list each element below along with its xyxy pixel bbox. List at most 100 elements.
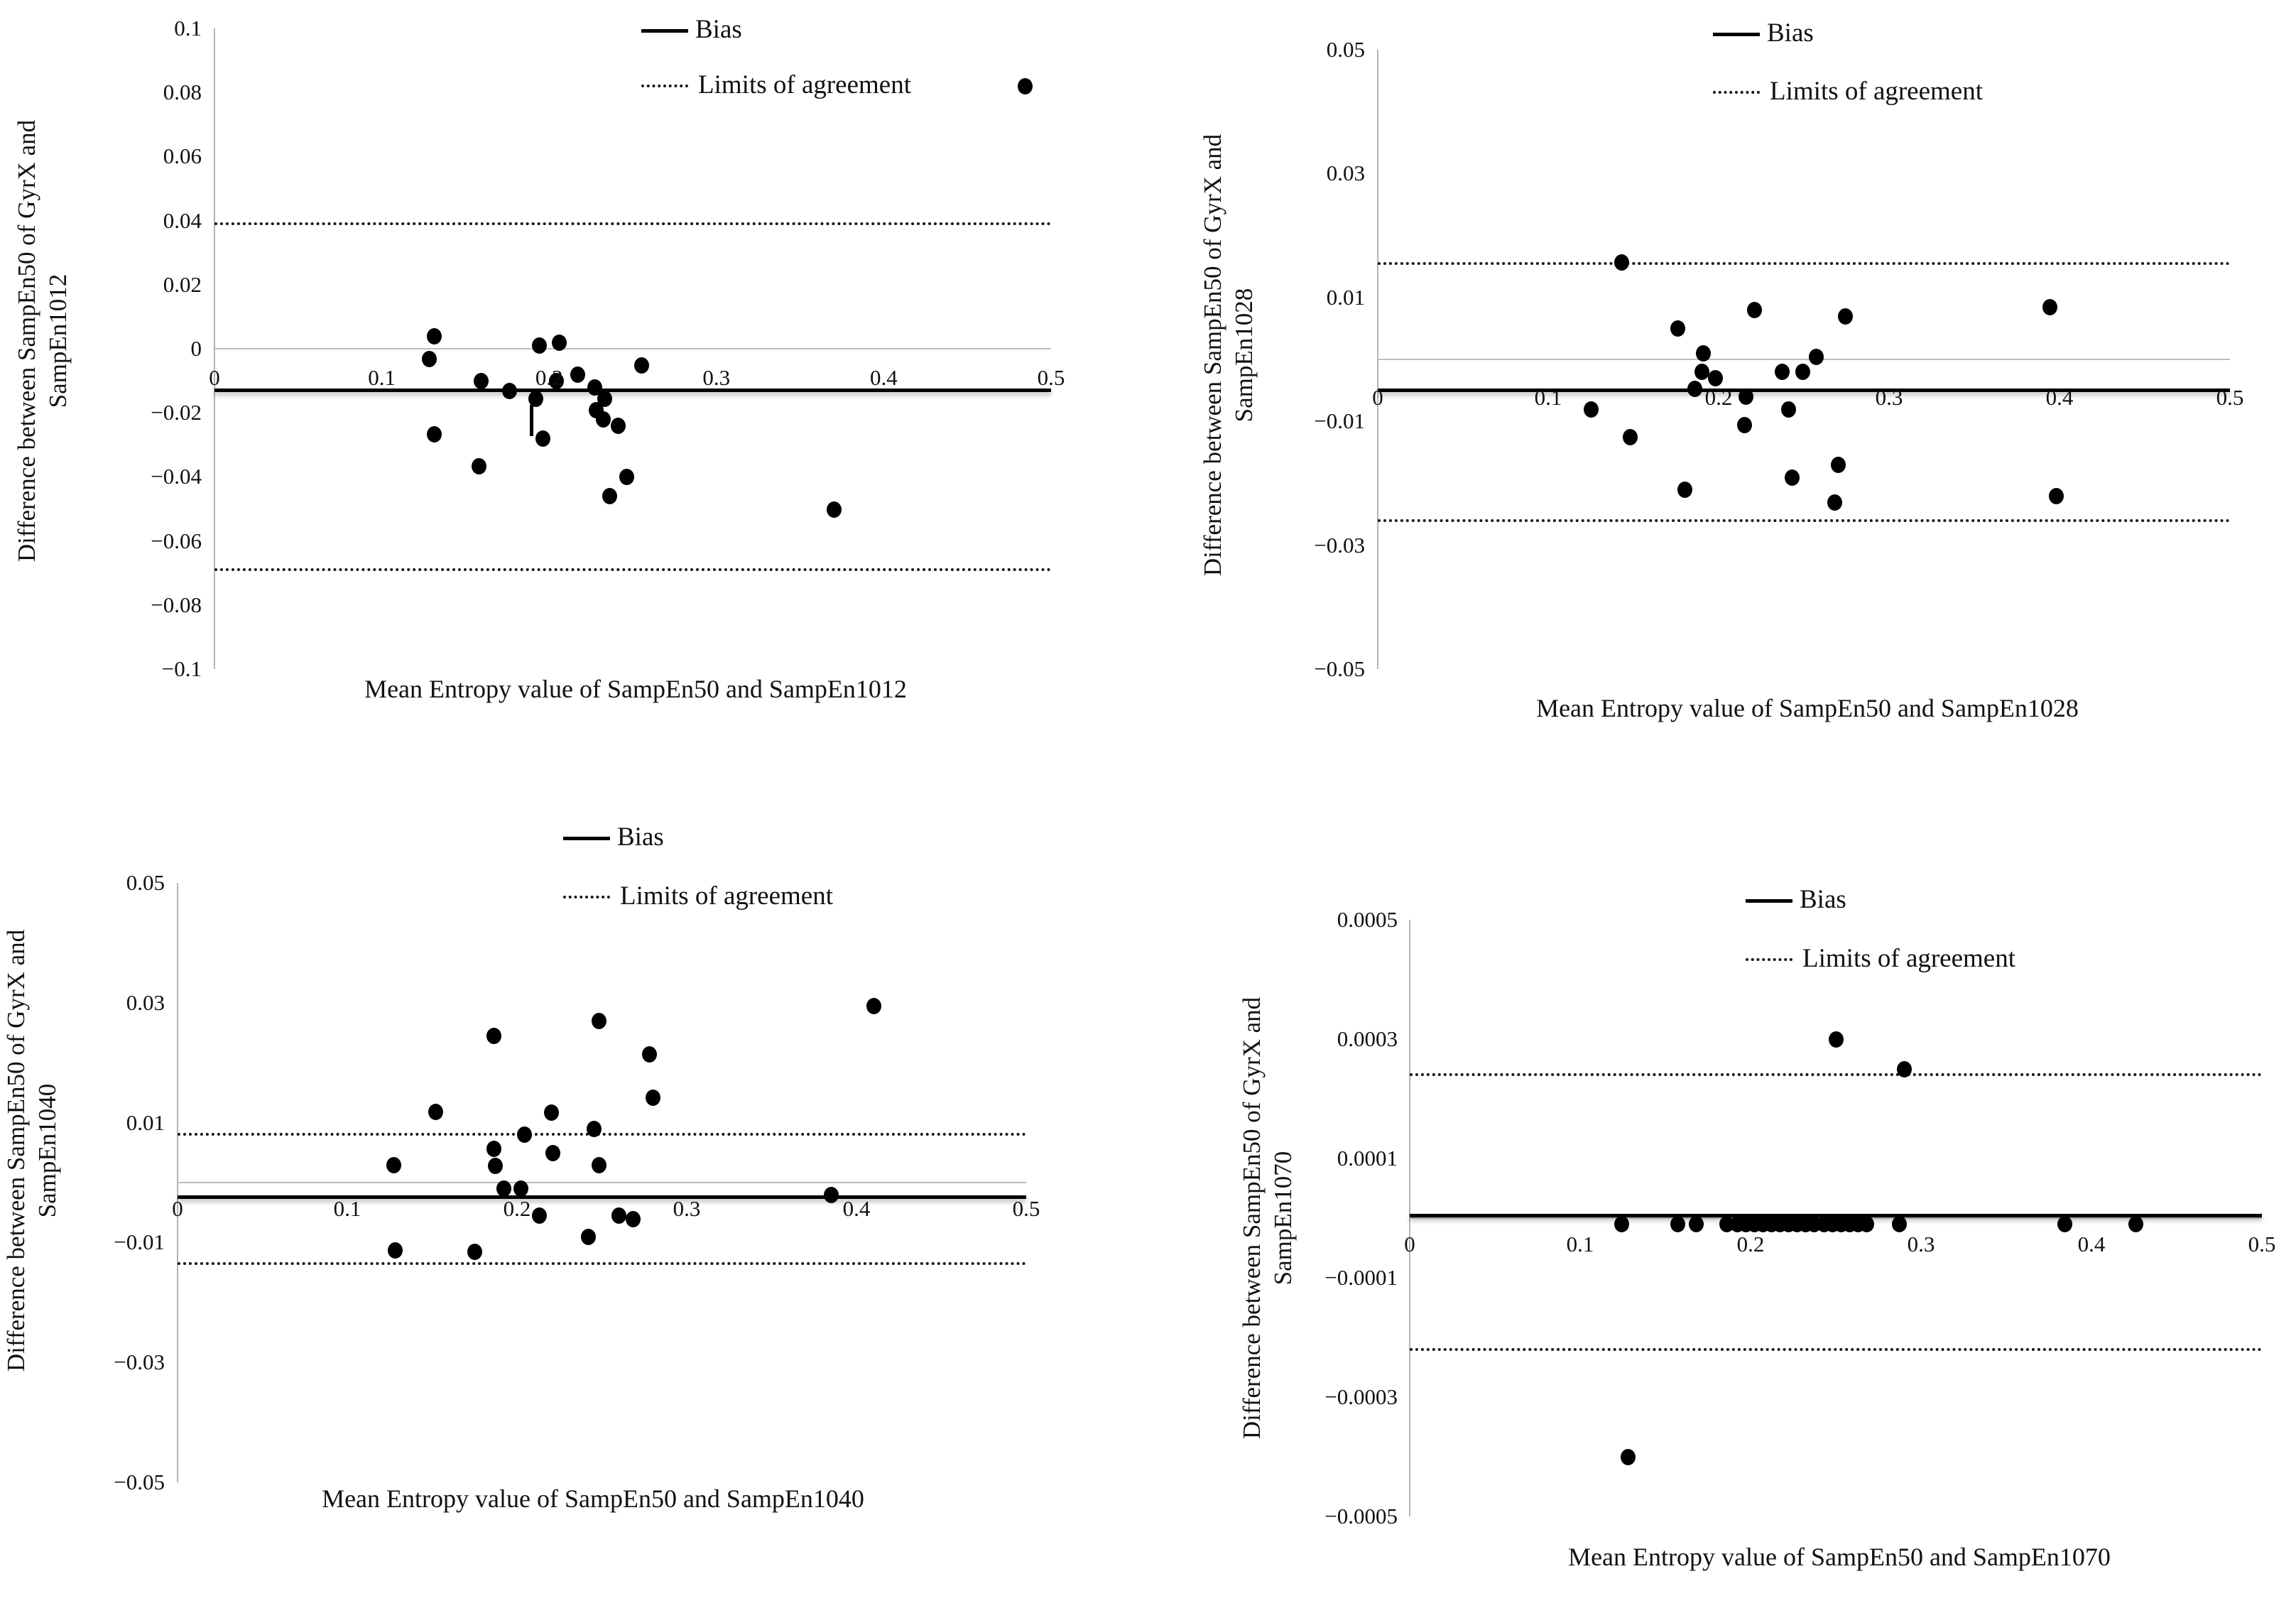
y-axis-title: Difference between SampEn50 of GyrX and S… xyxy=(1236,810,1299,1613)
y-tick-label: 0.08 xyxy=(163,80,202,105)
y-tick-label: 0.03 xyxy=(1326,161,1365,186)
y-tick-label: −0.03 xyxy=(114,1349,165,1375)
scatter-point xyxy=(426,327,442,344)
scatter-point xyxy=(532,337,548,354)
y-tick-label: −0.08 xyxy=(151,592,202,617)
x-tick-label: 0.5 xyxy=(2216,385,2244,410)
scatter-point xyxy=(421,350,437,367)
scatter-point xyxy=(1670,320,1686,337)
scatter-point xyxy=(1785,469,1800,486)
x-tick-label: 0.4 xyxy=(870,365,898,390)
legend-loa-label: Limits of agreement xyxy=(698,70,912,99)
zero-gridline xyxy=(178,1182,1026,1183)
x-tick-label: 0 xyxy=(1404,1232,1415,1256)
scatter-point xyxy=(619,469,634,486)
scatter-point xyxy=(2042,298,2057,315)
scatter-point xyxy=(501,382,517,399)
scatter-point xyxy=(595,411,611,428)
legend-bias-line-sample xyxy=(1746,899,1792,903)
y-tick-label: −0.0003 xyxy=(1324,1384,1398,1409)
y-tick-label: −0.02 xyxy=(151,400,202,425)
scatter-point xyxy=(1795,364,1810,381)
legend-point-marker xyxy=(1018,78,1033,94)
legend-bias-label: Bias xyxy=(695,15,742,44)
scatter-point xyxy=(633,357,649,374)
loa-lower-line xyxy=(1410,1347,2262,1351)
x-axis-title: Mean Entropy value of SampEn50 and SampE… xyxy=(322,1484,864,1513)
scatter-point xyxy=(545,1144,561,1161)
x-tick-label: 0.3 xyxy=(702,365,731,390)
bias-line xyxy=(1410,1214,2262,1218)
scatter-point xyxy=(642,1046,658,1063)
scatter-point xyxy=(1677,482,1692,499)
x-tick-label: 0.2 xyxy=(503,1196,531,1221)
scatter-point xyxy=(610,418,626,435)
scatter-point xyxy=(1670,1216,1685,1233)
scatter-point xyxy=(1621,1449,1636,1465)
legend-loa-line-sample xyxy=(1713,91,1760,94)
x-tick-label: 0.5 xyxy=(1037,365,1065,390)
scatter-point xyxy=(1696,345,1712,362)
scatter-point xyxy=(487,1158,503,1175)
scatter-point xyxy=(625,1210,641,1227)
x-tick-label: 0.2 xyxy=(1704,385,1733,410)
scatter-point xyxy=(586,1121,602,1138)
y-axis-title-line1: Difference between SampEn50 of GyrX and xyxy=(1238,996,1266,1440)
scatter-point xyxy=(866,998,881,1015)
x-axis-title: Mean Entropy value of SampEn50 and SampE… xyxy=(364,675,907,703)
scatter-point xyxy=(597,390,612,407)
y-tick-label: 0.06 xyxy=(163,143,202,169)
y-tick-label: 0.0005 xyxy=(1337,907,1398,932)
scatter-point xyxy=(1739,389,1754,406)
scatter-point xyxy=(1687,380,1703,397)
legend-bias-label: Bias xyxy=(1800,885,1846,914)
bias-line xyxy=(178,1195,1026,1200)
y-tick-label: −0.01 xyxy=(1314,408,1365,434)
scatter-point xyxy=(516,1126,532,1144)
legend-loa-label: Limits of agreement xyxy=(1770,77,1984,106)
scatter-point xyxy=(1737,416,1752,433)
scatter-point xyxy=(1891,1216,1907,1233)
bias-line xyxy=(214,388,1051,392)
x-tick-label: 0.3 xyxy=(1907,1232,1935,1256)
scatter-point xyxy=(824,1186,839,1203)
legend-loa-label: Limits of agreement xyxy=(620,881,834,911)
y-axis-title: Difference between SampEn50 of GyrX and S… xyxy=(11,0,74,749)
x-axis-title: Mean Entropy value of SampEn50 and SampE… xyxy=(1536,694,2079,722)
y-tick-label: 0.05 xyxy=(126,870,165,895)
scatter-point xyxy=(591,1013,606,1030)
x-tick-label: 0 xyxy=(172,1196,183,1221)
x-tick-label: 0.1 xyxy=(1566,1232,1594,1256)
x-tick-label: 0.1 xyxy=(1534,385,1562,410)
scatter-point xyxy=(486,1140,501,1157)
x-tick-label: 0.3 xyxy=(673,1196,701,1221)
x-tick-label: 0.2 xyxy=(535,365,563,390)
scatter-point xyxy=(1689,1216,1704,1233)
y-tick-label: −0.03 xyxy=(1314,532,1365,558)
scatter-point xyxy=(543,1104,559,1122)
y-tick-label: 0.1 xyxy=(174,16,202,40)
y-tick-label: 0.02 xyxy=(163,271,202,297)
loa-upper-line xyxy=(1410,1073,2262,1077)
scatter-point xyxy=(473,373,489,390)
y-tick-label: 0.01 xyxy=(126,1109,165,1135)
scatter-point xyxy=(1859,1216,1875,1233)
y-tick-label: 0.03 xyxy=(126,989,165,1015)
scatter-point xyxy=(386,1156,401,1173)
scatter-point xyxy=(472,457,487,474)
scatter-point xyxy=(1781,401,1797,418)
x-tick-label: 0 xyxy=(1372,385,1383,410)
scatter-point xyxy=(467,1244,483,1261)
legend-bias-label: Bias xyxy=(617,822,664,852)
scatter-point xyxy=(587,379,602,396)
scatter-point xyxy=(486,1028,501,1045)
loa-lower-line xyxy=(1378,518,2230,522)
scatter-point xyxy=(1808,348,1824,365)
scatter-point xyxy=(532,1207,548,1224)
zero-gridline xyxy=(1378,359,2230,360)
loa-upper-line xyxy=(178,1133,1026,1136)
scatter-point xyxy=(2128,1216,2144,1233)
x-axis-title: Mean Entropy value of SampEn50 and SampE… xyxy=(1568,1543,2111,1571)
y-tick-label: −0.05 xyxy=(114,1470,165,1494)
